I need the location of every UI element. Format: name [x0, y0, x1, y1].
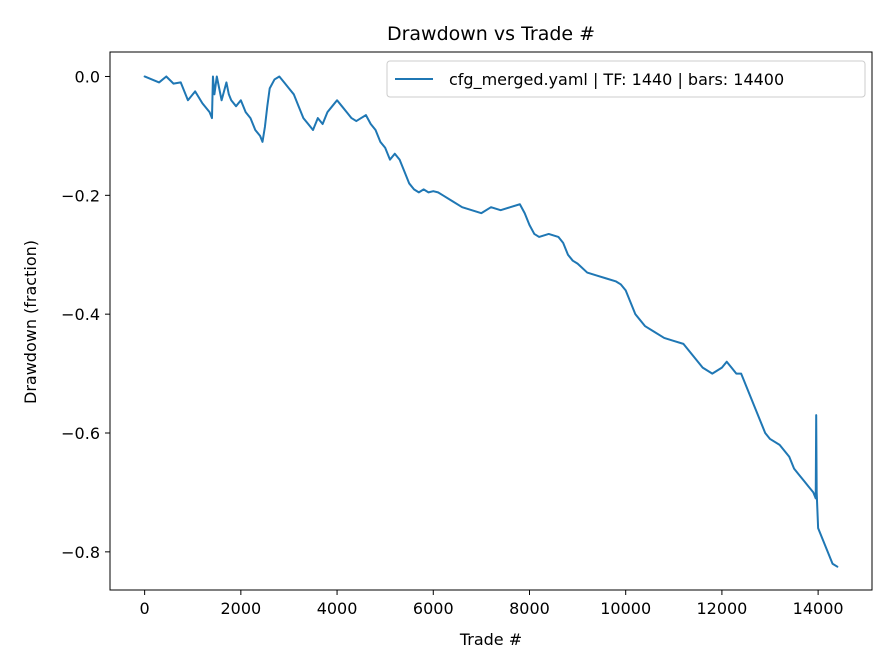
legend: cfg_merged.yaml | TF: 1440 | bars: 14400: [386, 60, 866, 98]
y-tick-label: 0.0: [75, 67, 100, 86]
x-tick-label: 6000: [413, 599, 454, 618]
x-tick-label: 12000: [696, 599, 747, 618]
x-axis-title: Trade #: [459, 630, 522, 649]
series-line-0: [143, 75, 839, 568]
y-tick-label: −0.4: [61, 305, 100, 324]
y-axis-title: Drawdown (fraction): [21, 240, 40, 404]
x-tick-label: 0: [140, 599, 150, 618]
x-tick-label: 10000: [600, 599, 651, 618]
x-tick-label: 8000: [509, 599, 550, 618]
plot-area: 0 2000 4000 6000 8000 10000 12000 14000 0.0 −0.2 −…: [61, 51, 873, 618]
x-tick-label: 4000: [317, 599, 358, 618]
legend-label: cfg_merged.yaml | TF: 1440 | bars: 14400: [449, 70, 784, 90]
x-tick-label: 2000: [220, 599, 261, 618]
x-tick-label: 14000: [793, 599, 844, 618]
chart-title: Drawdown vs Trade #: [387, 23, 595, 45]
legend-box: [386, 60, 866, 98]
y-tick-label: −0.6: [61, 424, 100, 443]
axes-frame: [109, 51, 873, 591]
y-tick-label: −0.8: [61, 543, 100, 562]
y-tick-label: −0.2: [61, 186, 100, 205]
